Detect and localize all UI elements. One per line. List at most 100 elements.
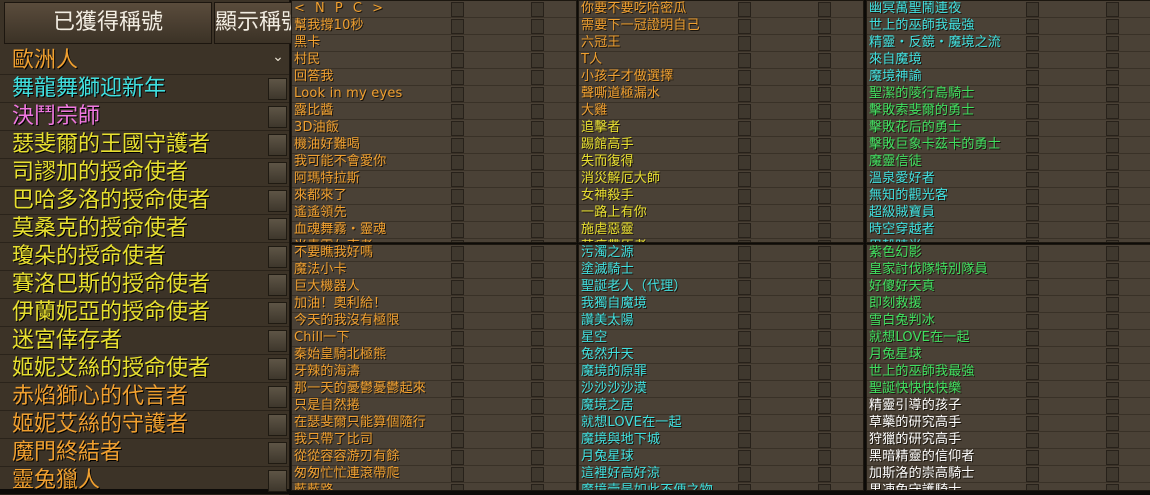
title-row[interactable]: 匆匆忙忙連滾帶爬 [292,466,576,483]
title-checkbox[interactable] [818,155,831,170]
title-checkbox[interactable] [451,433,464,448]
title-row[interactable]: 遙遙領先 [292,205,576,222]
title-row[interactable]: 魔法小卡 [292,262,576,279]
title-checkbox[interactable] [1106,433,1119,448]
title-checkbox[interactable] [738,467,751,482]
title-checkbox[interactable] [451,297,464,312]
title-checkbox[interactable] [1026,189,1039,204]
title-row[interactable]: 巨大機器人 [292,279,576,296]
title-checkbox[interactable] [738,382,751,397]
title-row[interactable]: 3D油飯 [292,120,576,137]
title-checkbox[interactable] [818,365,831,380]
title-checkbox[interactable] [531,189,544,204]
title-checkbox[interactable] [818,297,831,312]
title-checkbox[interactable] [451,450,464,465]
title-row[interactable]: 苦痛帶原者 [579,239,863,242]
title-row[interactable]: 無知的觀光客 [867,188,1150,205]
title-row[interactable]: 塗滅騎士 [579,262,863,279]
tab-display-titles[interactable]: 顯示稱號 [214,2,296,44]
title-checkbox[interactable] [738,223,751,238]
title-checkbox[interactable] [738,172,751,187]
title-row[interactable]: 不要瞧我好嗎 [292,245,576,262]
title-row[interactable]: 擊敗花后的勇士 [867,120,1150,137]
title-row[interactable]: 魔境之居 [579,398,863,415]
title-row[interactable]: 在瑟斐爾只能算個隨行 [292,415,576,432]
title-row[interactable]: 星空 [579,330,863,347]
title-checkbox[interactable] [738,206,751,221]
title-checkbox[interactable] [451,416,464,431]
title-checkbox[interactable] [818,138,831,153]
title-row[interactable]: 聲嘶道極漏水 [579,86,863,103]
title-checkbox[interactable] [451,314,464,329]
title-row[interactable]: 姬妮艾絲的守護者 [0,411,289,439]
title-checkbox[interactable] [1106,36,1119,51]
title-checkbox[interactable] [738,53,751,68]
title-checkbox[interactable] [531,206,544,221]
title-checkbox[interactable] [1106,19,1119,34]
title-row[interactable]: 加斯洛的崇高騎士 [867,466,1150,483]
title-checkbox[interactable] [531,104,544,119]
title-checkbox[interactable] [451,246,464,261]
title-row[interactable]: 伊蘭妮亞的授命使者 [0,299,289,327]
title-checkbox[interactable] [531,365,544,380]
title-checkbox[interactable] [1026,138,1039,153]
title-checkbox[interactable] [531,280,544,295]
title-row[interactable]: 村民 [292,52,576,69]
title-row[interactable]: 世上的巫師我最強 [867,364,1150,381]
title-row[interactable]: 姬妮艾絲的授命使者 [0,355,289,383]
title-checkbox[interactable] [818,19,831,34]
title-checkbox[interactable] [818,382,831,397]
title-checkbox[interactable] [818,416,831,431]
title-row[interactable]: 大雞 [579,103,863,120]
title-row[interactable]: 賽洛巴斯的授命使者 [0,271,289,299]
title-checkbox[interactable] [818,223,831,238]
title-checkbox[interactable] [1026,53,1039,68]
title-checkbox[interactable] [1026,206,1039,221]
title-checkbox[interactable] [451,121,464,136]
title-row[interactable]: 回答我 [292,69,576,86]
title-row[interactable]: 巴哈多洛的授命使者 [0,187,289,215]
title-checkbox[interactable] [531,87,544,102]
title-checkbox[interactable] [1106,2,1119,17]
title-row[interactable]: 甲殼時尚 [867,239,1150,242]
title-row[interactable]: 消災解厄大師 [579,171,863,188]
title-row[interactable]: 今天的我沒有極限 [292,313,576,330]
title-checkbox[interactable] [1106,240,1119,242]
title-checkbox[interactable] [531,70,544,85]
title-row[interactable]: 牙辣的海濤 [292,364,576,381]
title-checkbox[interactable] [531,36,544,51]
title-checkbox[interactable] [818,433,831,448]
title-checkbox[interactable] [268,358,287,380]
title-checkbox[interactable] [1106,365,1119,380]
title-row[interactable]: 好傻好天真 [867,279,1150,296]
title-row[interactable]: 迷宮倖存者 [0,327,289,355]
title-checkbox[interactable] [738,87,751,102]
title-row[interactable]: 來都來了 [292,188,576,205]
title-checkbox[interactable] [451,382,464,397]
title-checkbox[interactable] [451,19,464,34]
title-checkbox[interactable] [1026,19,1039,34]
title-checkbox[interactable] [451,399,464,414]
title-checkbox[interactable] [1026,104,1039,119]
title-row[interactable]: 瑟斐爾的王國守護者 [0,131,289,159]
title-checkbox[interactable] [1106,382,1119,397]
title-checkbox[interactable] [1106,104,1119,119]
title-row[interactable]: 兔然升天 [579,347,863,364]
title-checkbox[interactable] [1026,2,1039,17]
title-checkbox[interactable] [531,121,544,136]
title-checkbox[interactable] [268,330,287,352]
title-row[interactable]: 血魂舞霧・靈魂 [292,222,576,239]
title-row[interactable]: 你要不要吃哈密瓜 [579,1,863,18]
title-checkbox[interactable] [1026,331,1039,346]
title-checkbox[interactable] [531,433,544,448]
title-row[interactable]: 赤焰獅心的代言者 [0,383,289,411]
title-checkbox[interactable] [451,280,464,295]
title-checkbox[interactable] [531,2,544,17]
title-row[interactable]: 紫色幻影 [867,245,1150,262]
title-checkbox[interactable] [531,19,544,34]
tab-earned-titles[interactable]: 已獲得稱號 [4,2,212,44]
title-row[interactable]: 魔門終結者 [0,439,289,467]
title-checkbox[interactable] [818,87,831,102]
title-checkbox[interactable] [1026,121,1039,136]
title-checkbox[interactable] [1106,399,1119,414]
